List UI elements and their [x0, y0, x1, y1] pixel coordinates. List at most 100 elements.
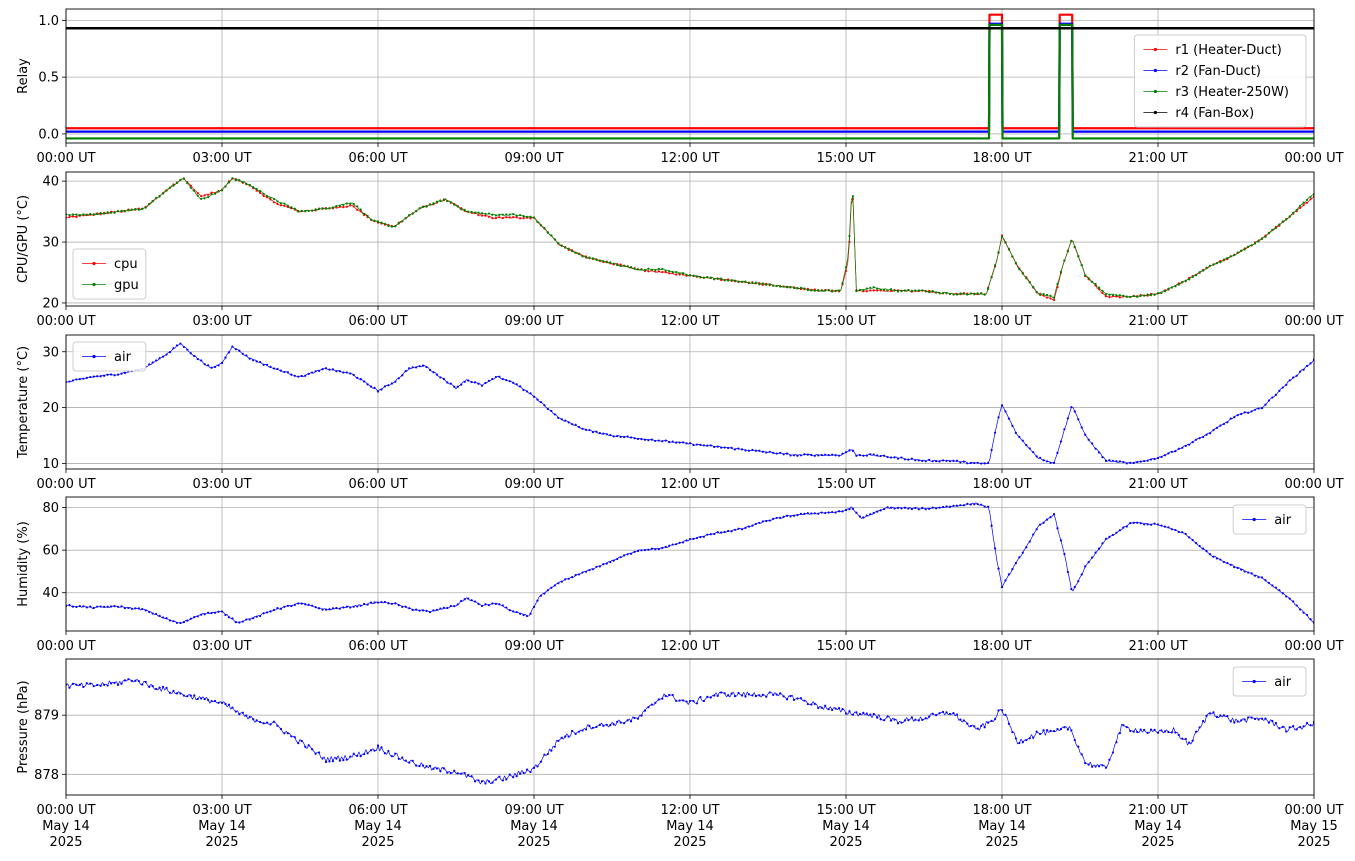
- series-air-point: [612, 559, 615, 562]
- series-air-point: [463, 771, 466, 775]
- series-gpu-point: [938, 292, 941, 295]
- series-cpu-point: [1309, 198, 1312, 201]
- series-air-point: [543, 753, 546, 756]
- series-air-point: [782, 515, 785, 518]
- series-air-point: [751, 524, 754, 527]
- series-air-point: [1087, 763, 1090, 766]
- series-air-point: [886, 506, 889, 509]
- series-gpu-point: [1260, 237, 1264, 240]
- series-air-point: [595, 725, 598, 728]
- x-tick-label-line: 2025: [829, 835, 862, 850]
- series-air-point: [92, 685, 95, 688]
- series-air-point: [751, 448, 754, 452]
- series-gpu-point: [480, 212, 484, 215]
- series-air-point: [519, 612, 522, 615]
- series-air-point: [522, 613, 525, 617]
- series-air-point: [1025, 738, 1028, 742]
- series-air-point: [796, 454, 799, 457]
- series-air-point: [803, 453, 806, 456]
- y-tick-label: 0.5: [38, 71, 59, 86]
- series-air-point: [193, 616, 196, 619]
- series-air-point: [1184, 737, 1187, 741]
- series-air-point: [938, 712, 941, 715]
- series-air-point: [851, 449, 855, 452]
- series-gpu-point: [369, 218, 373, 221]
- series-air-point: [1305, 721, 1309, 725]
- series-gpu-point: [557, 242, 560, 245]
- series-gpu-point: [1229, 255, 1232, 258]
- series-gpu-point: [1132, 294, 1135, 298]
- series-air-point: [78, 683, 81, 686]
- series-cpu-point: [512, 216, 515, 219]
- series-air-point: [831, 708, 834, 712]
- series-air-point: [252, 617, 255, 620]
- series-air-point: [456, 385, 459, 388]
- series-air-point: [109, 373, 113, 376]
- series-air-point: [463, 598, 466, 601]
- series-air-point: [744, 695, 747, 698]
- series-air-point: [512, 610, 515, 613]
- series-gpu-point: [893, 289, 896, 292]
- series-air-point: [1035, 455, 1038, 458]
- series-air-point: [1292, 376, 1295, 379]
- series-air-point: [1198, 544, 1201, 548]
- series-air-point: [432, 609, 435, 612]
- series-gpu-point: [1295, 208, 1298, 212]
- series-air-point: [207, 611, 210, 614]
- series-gpu-point: [702, 276, 705, 279]
- series-gpu-point: [525, 215, 529, 218]
- series-cpu-point: [342, 206, 345, 209]
- series-air-point: [1191, 441, 1194, 444]
- series-air-point: [598, 565, 601, 568]
- series-air-point: [213, 365, 217, 369]
- series-gpu-point: [668, 270, 671, 273]
- series-gpu-point: [1143, 294, 1146, 297]
- series-air-point: [425, 765, 428, 768]
- series-air-point: [1118, 529, 1121, 532]
- series-air-point: [1243, 411, 1246, 414]
- series-air-point: [792, 698, 796, 701]
- series-air-point: [297, 375, 300, 378]
- series-air-point: [730, 446, 733, 449]
- series-air-point: [179, 692, 182, 695]
- series-air-point: [883, 454, 886, 457]
- series-gpu-point: [1288, 215, 1291, 218]
- series-air-point: [366, 603, 369, 606]
- series-air-point: [151, 612, 154, 615]
- series-air-point: [661, 440, 664, 443]
- series-gpu-point: [213, 192, 217, 195]
- series-air-point: [213, 699, 217, 703]
- series-air-point: [269, 723, 272, 726]
- series-air-point: [837, 510, 841, 513]
- series-air-point: [1007, 417, 1011, 420]
- series-air-point: [768, 519, 771, 522]
- series-air-point: [1084, 565, 1087, 568]
- series-gpu-point: [772, 284, 775, 287]
- series-air-point: [1274, 721, 1277, 725]
- series-air-point: [1143, 728, 1146, 732]
- series-air-point: [168, 691, 172, 694]
- series-air-point: [1094, 765, 1097, 768]
- series-air-point: [1077, 745, 1080, 748]
- series-air-point: [1052, 513, 1056, 516]
- series-air-point: [1309, 362, 1312, 365]
- series-gpu-point: [283, 202, 286, 205]
- series-air-point: [941, 459, 945, 462]
- x-tick-label: 00:00 UT: [1284, 151, 1343, 166]
- series-air-point: [772, 451, 775, 455]
- series-air-point: [408, 761, 411, 764]
- series-air: [66, 502, 1314, 625]
- series-air-point: [103, 374, 106, 377]
- series-gpu-point: [1285, 218, 1288, 221]
- series-air-point: [401, 756, 404, 759]
- plot-area: [66, 502, 1314, 625]
- series-air-point: [106, 684, 109, 687]
- series-air-point: [959, 504, 962, 507]
- series-air-point: [491, 781, 494, 784]
- series-air-point: [1309, 724, 1312, 727]
- x-tick-label: 09:00 UT: [504, 477, 563, 492]
- series-gpu-point: [577, 252, 581, 256]
- series-gpu-point: [1111, 293, 1115, 296]
- y-tick-label: 10: [42, 457, 59, 472]
- series-air-point: [435, 608, 439, 611]
